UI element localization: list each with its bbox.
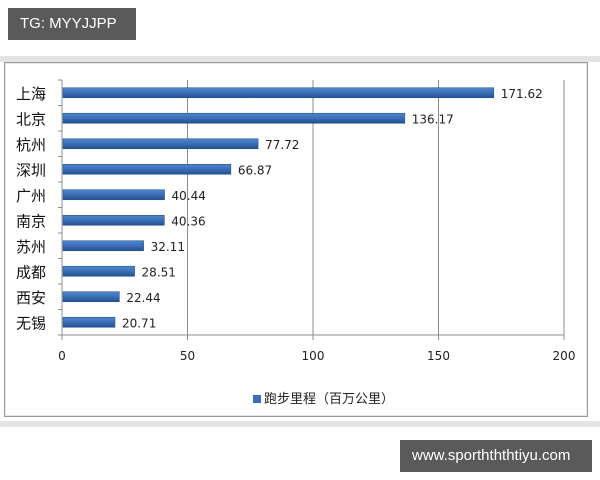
value-label: 40.36 (171, 214, 205, 228)
value-label: 77.72 (265, 138, 299, 152)
value-label: 66.87 (238, 163, 272, 177)
bar (62, 240, 144, 252)
category-label: 无锡 (16, 314, 46, 332)
x-tick-label: 50 (180, 349, 195, 363)
bar (62, 265, 135, 277)
bar (62, 214, 165, 226)
x-tick-label: 0 (58, 349, 66, 363)
bar (62, 87, 495, 99)
category-label: 杭州 (16, 136, 46, 154)
category-label: 苏州 (16, 238, 46, 256)
watermark-tag-bottom: www.sporthththtiyu.com (400, 440, 592, 472)
value-label: 40.44 (172, 189, 206, 203)
bar (62, 112, 406, 124)
value-label: 22.44 (126, 291, 160, 305)
watermark-tag-top: TG: MYYJJPP (8, 8, 136, 40)
axes (58, 79, 565, 340)
gridlines (187, 80, 565, 335)
legend-swatch-icon (253, 395, 261, 403)
category-label: 成都 (16, 263, 46, 281)
category-label: 上海 (16, 85, 46, 103)
bar (62, 189, 165, 201)
bars (62, 87, 495, 328)
x-tick-label: 200 (553, 349, 576, 363)
legend-label: 跑步里程（百万公里） (264, 392, 394, 407)
bar (62, 291, 120, 303)
category-label: 深圳 (16, 161, 46, 179)
x-tick-label: 150 (427, 349, 450, 363)
value-label: 136.17 (412, 112, 454, 126)
value-labels: 171.62 136.17 77.72 66.87 40.44 40.36 32.11 28.… (122, 87, 543, 331)
category-label: 西安 (16, 289, 46, 307)
divider-band-bottom (0, 421, 600, 427)
divider-band-top (0, 56, 600, 62)
value-label: 171.62 (501, 87, 543, 101)
value-label: 28.51 (142, 265, 176, 279)
category-label: 南京 (16, 212, 46, 230)
legend: 跑步里程（百万公里） (253, 392, 394, 407)
value-label: 20.71 (122, 316, 156, 330)
category-label: 北京 (16, 110, 46, 128)
x-tick-labels: 0 50 100 150 200 (58, 349, 575, 363)
bar (62, 163, 232, 175)
bar (62, 138, 259, 150)
x-tick-label: 100 (302, 349, 325, 363)
bar (62, 316, 116, 328)
category-label: 广州 (16, 187, 46, 205)
value-label: 32.11 (151, 240, 185, 254)
